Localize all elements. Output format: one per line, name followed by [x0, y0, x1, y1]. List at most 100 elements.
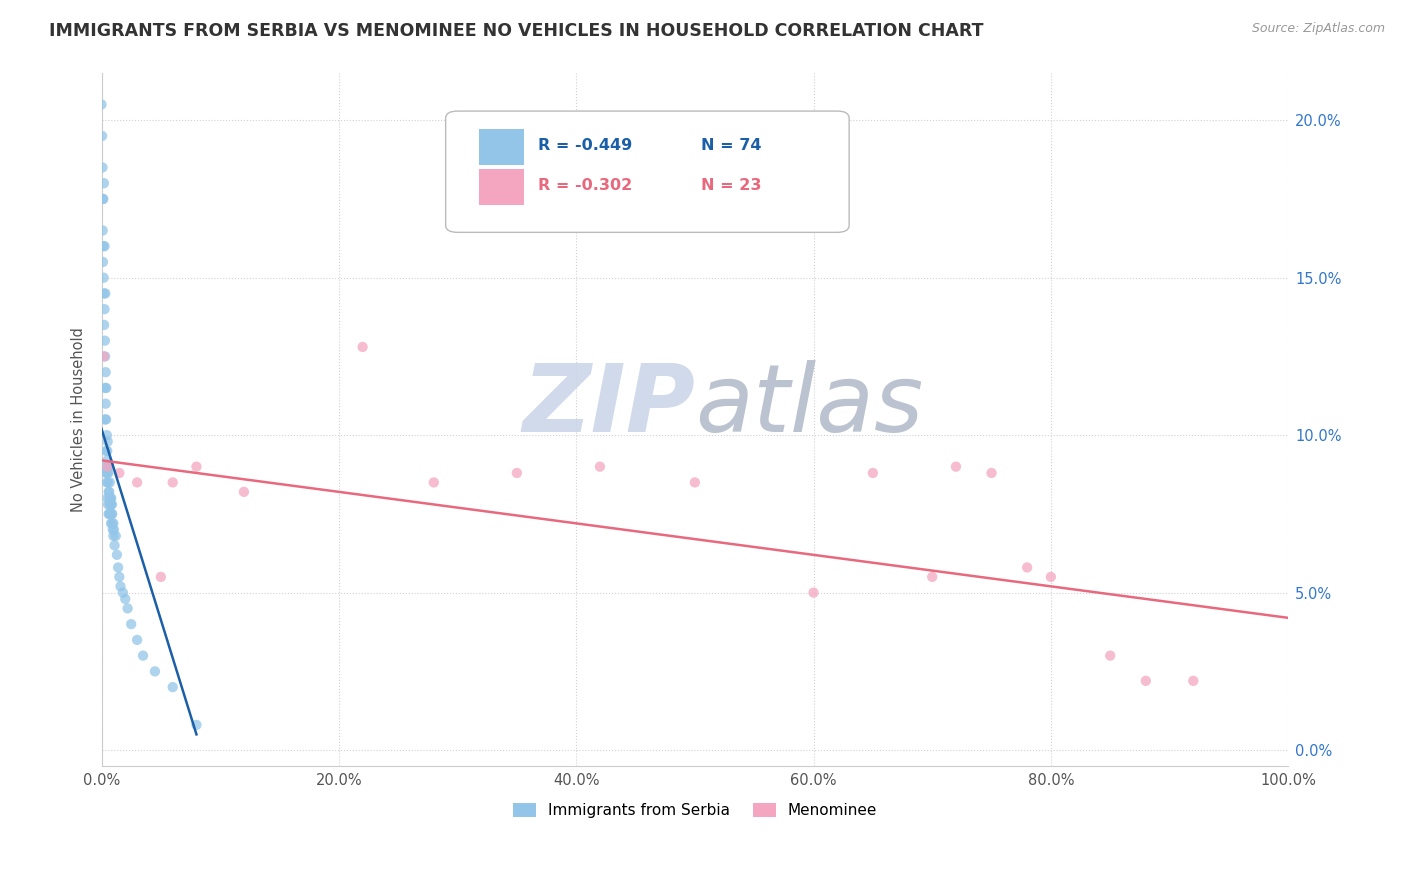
Point: [803, 585, 825, 599]
Point: [93, 239, 115, 253]
Point: [98, 475, 121, 490]
Point: [96, 444, 118, 458]
Point: [120, 617, 142, 632]
Point: [111, 585, 134, 599]
Point: [143, 665, 166, 679]
Point: [114, 591, 136, 606]
Point: [103, 523, 125, 537]
Point: [980, 466, 1002, 480]
Point: [100, 491, 122, 505]
Point: [94, 365, 117, 379]
Point: [90, 97, 112, 112]
Point: [862, 466, 884, 480]
Point: [1182, 673, 1205, 688]
Point: [1099, 648, 1122, 663]
Point: [103, 529, 125, 543]
Point: [104, 529, 127, 543]
Point: [96, 428, 118, 442]
Point: [91, 161, 114, 175]
FancyBboxPatch shape: [479, 129, 524, 165]
Y-axis label: No Vehicles in Household: No Vehicles in Household: [72, 327, 86, 512]
Point: [186, 459, 208, 474]
Point: [93, 270, 115, 285]
Point: [94, 412, 117, 426]
Point: [94, 350, 117, 364]
Text: ZIP: ZIP: [522, 359, 695, 451]
Point: [423, 475, 446, 490]
Point: [93, 350, 115, 364]
Point: [352, 340, 374, 354]
Point: [93, 302, 115, 317]
Point: [127, 475, 149, 490]
Point: [91, 192, 114, 206]
Point: [94, 334, 117, 348]
Point: [100, 498, 122, 512]
Point: [117, 601, 139, 615]
Point: [96, 444, 118, 458]
Point: [1017, 560, 1039, 574]
Point: [97, 466, 120, 480]
Legend: Immigrants from Serbia, Menominee: Immigrants from Serbia, Menominee: [506, 797, 883, 824]
Point: [94, 286, 117, 301]
Point: [103, 516, 125, 531]
Point: [107, 560, 129, 574]
Text: R = -0.449: R = -0.449: [538, 138, 633, 153]
Point: [162, 680, 184, 694]
Point: [108, 466, 131, 480]
Point: [101, 523, 124, 537]
Point: [93, 318, 115, 332]
Point: [132, 648, 155, 663]
Point: [100, 516, 122, 531]
Point: [232, 484, 254, 499]
Point: [94, 381, 117, 395]
FancyBboxPatch shape: [446, 112, 849, 232]
Text: IMMIGRANTS FROM SERBIA VS MENOMINEE NO VEHICLES IN HOUSEHOLD CORRELATION CHART: IMMIGRANTS FROM SERBIA VS MENOMINEE NO V…: [49, 22, 984, 40]
Point: [506, 466, 529, 480]
Point: [921, 570, 943, 584]
Point: [98, 498, 121, 512]
Point: [96, 459, 118, 474]
Point: [98, 507, 121, 521]
Text: N = 23: N = 23: [700, 178, 761, 193]
Point: [91, 192, 114, 206]
Point: [110, 579, 132, 593]
Point: [96, 475, 118, 490]
Point: [96, 491, 118, 505]
Point: [162, 475, 184, 490]
Point: [101, 507, 124, 521]
Point: [96, 459, 118, 474]
Point: [96, 381, 118, 395]
Point: [100, 507, 122, 521]
Point: [100, 507, 122, 521]
Point: [1039, 570, 1062, 584]
Text: R = -0.302: R = -0.302: [538, 178, 633, 193]
Point: [93, 176, 115, 190]
Point: [149, 570, 172, 584]
Point: [945, 459, 967, 474]
FancyBboxPatch shape: [479, 169, 524, 204]
Point: [97, 484, 120, 499]
Point: [97, 507, 120, 521]
Point: [96, 453, 118, 467]
Point: [94, 412, 117, 426]
Point: [100, 491, 122, 505]
Point: [97, 475, 120, 490]
Point: [108, 570, 131, 584]
Point: [98, 491, 121, 505]
Point: [91, 223, 114, 237]
Point: [589, 459, 612, 474]
Point: [101, 498, 124, 512]
Point: [96, 466, 118, 480]
Point: [98, 484, 121, 499]
Text: N = 74: N = 74: [700, 138, 761, 153]
Point: [103, 538, 125, 552]
Point: [91, 255, 114, 269]
Point: [683, 475, 706, 490]
Point: [91, 239, 114, 253]
Point: [186, 718, 208, 732]
Point: [97, 434, 120, 449]
Point: [91, 128, 114, 143]
Point: [93, 286, 115, 301]
Point: [97, 498, 120, 512]
Point: [94, 397, 117, 411]
